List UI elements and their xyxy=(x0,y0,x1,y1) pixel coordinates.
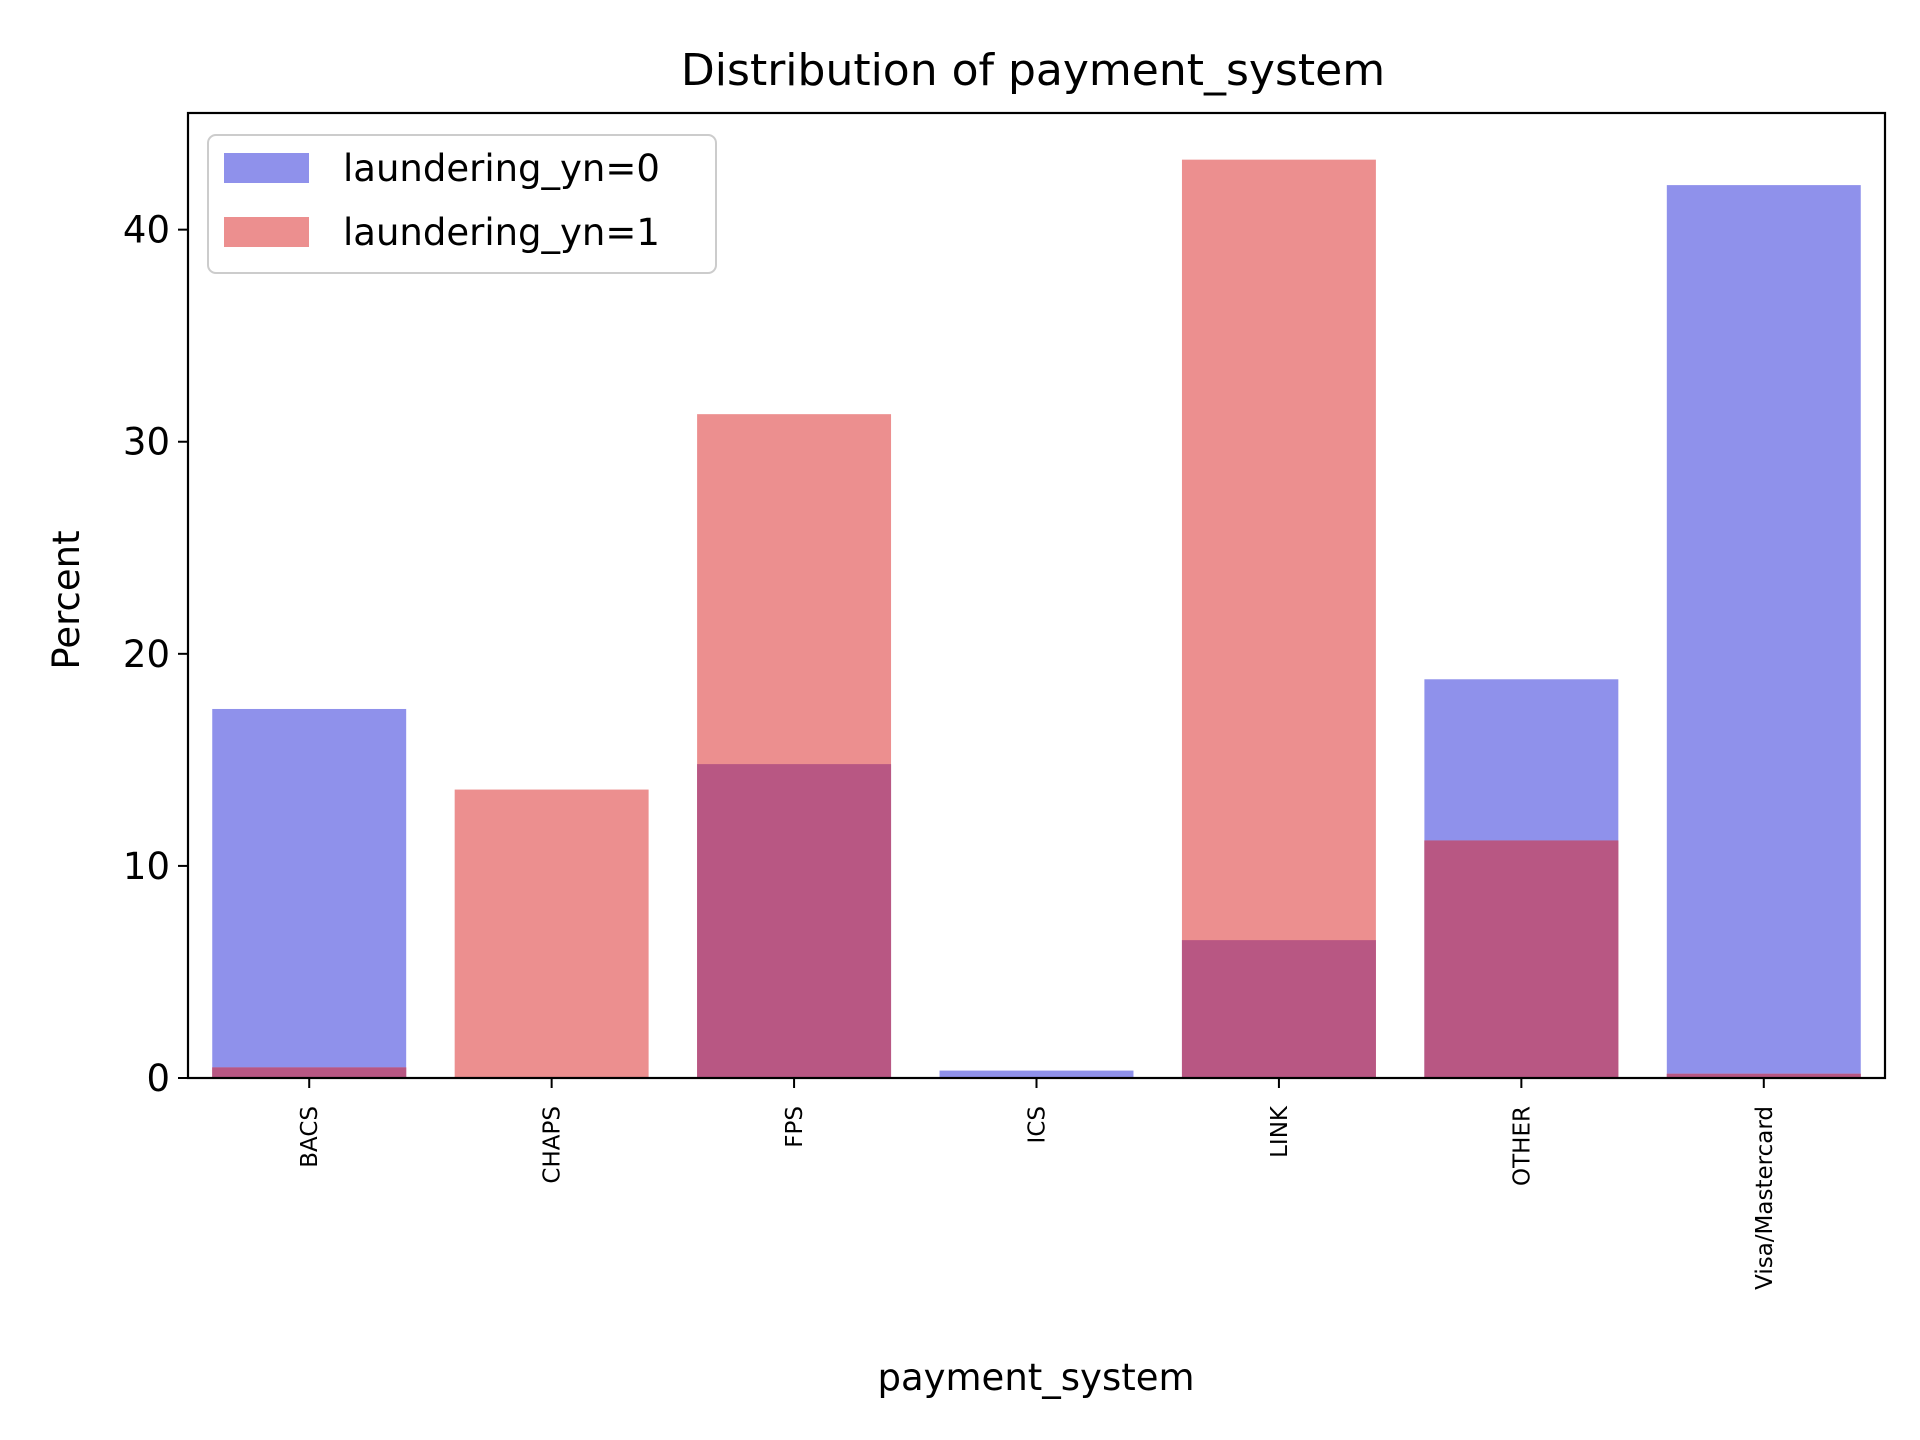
x-tick-label-CHAPS: CHAPS xyxy=(540,1106,566,1184)
bar-laundering_yn=0-BACS xyxy=(212,708,407,1078)
legend-frame xyxy=(207,134,717,274)
bar-overlap-OTHER xyxy=(1424,840,1619,1078)
legend-label-series-1: laundering_yn=1 xyxy=(343,211,660,254)
bar-overlap-Visa/Mastercard xyxy=(1666,1073,1861,1078)
legend-swatch-series-1 xyxy=(224,217,309,247)
bar-overlap-FPS xyxy=(697,764,892,1078)
y-axis-ticks: 0 10 20 30 40 xyxy=(123,209,188,1100)
y-axis-label: Percent xyxy=(45,530,88,669)
y-tick-label-0: 0 xyxy=(146,1057,170,1100)
x-tick-label-BACS: BACS xyxy=(297,1106,323,1168)
legend-label-series-0: laundering_yn=0 xyxy=(343,147,660,190)
x-tick-label-FPS: FPS xyxy=(782,1106,808,1148)
x-tick-label-Visa/Mastercard: Visa/Mastercard xyxy=(1752,1106,1778,1290)
bar-laundering_yn=0-Visa/Mastercard xyxy=(1666,185,1861,1079)
bar-overlap-LINK xyxy=(1181,940,1376,1078)
x-tick-label-LINK: LINK xyxy=(1267,1105,1293,1158)
bar-laundering_yn=1-LINK xyxy=(1181,159,1376,1078)
bar-overlap-BACS xyxy=(212,1067,407,1078)
x-axis-label: payment_system xyxy=(877,1356,1194,1399)
overlap-layer xyxy=(212,764,1861,1078)
x-tick-label-OTHER: OTHER xyxy=(1509,1106,1535,1186)
chart-title: Distribution of payment_system xyxy=(681,45,1385,96)
plot-area: 0 10 20 30 40 BACS CHAPS FPS ICS LINK OTHER Visa/M… xyxy=(123,111,1887,1290)
bar-laundering_yn=1-CHAPS xyxy=(454,789,649,1078)
x-axis-ticks: BACS CHAPS FPS ICS LINK OTHER Visa/Mastercard xyxy=(297,1078,1778,1290)
legend-swatch-series-0 xyxy=(224,153,309,183)
x-tick-label-ICS: ICS xyxy=(1025,1106,1051,1143)
y-tick-label-40: 40 xyxy=(123,209,170,252)
y-tick-label-20: 20 xyxy=(123,633,170,676)
y-tick-label-10: 10 xyxy=(123,845,170,888)
y-tick-label-30: 30 xyxy=(123,421,170,464)
bar-laundering_yn=0-ICS xyxy=(939,1070,1134,1078)
legend: laundering_yn=0 laundering_yn=1 xyxy=(207,134,717,274)
